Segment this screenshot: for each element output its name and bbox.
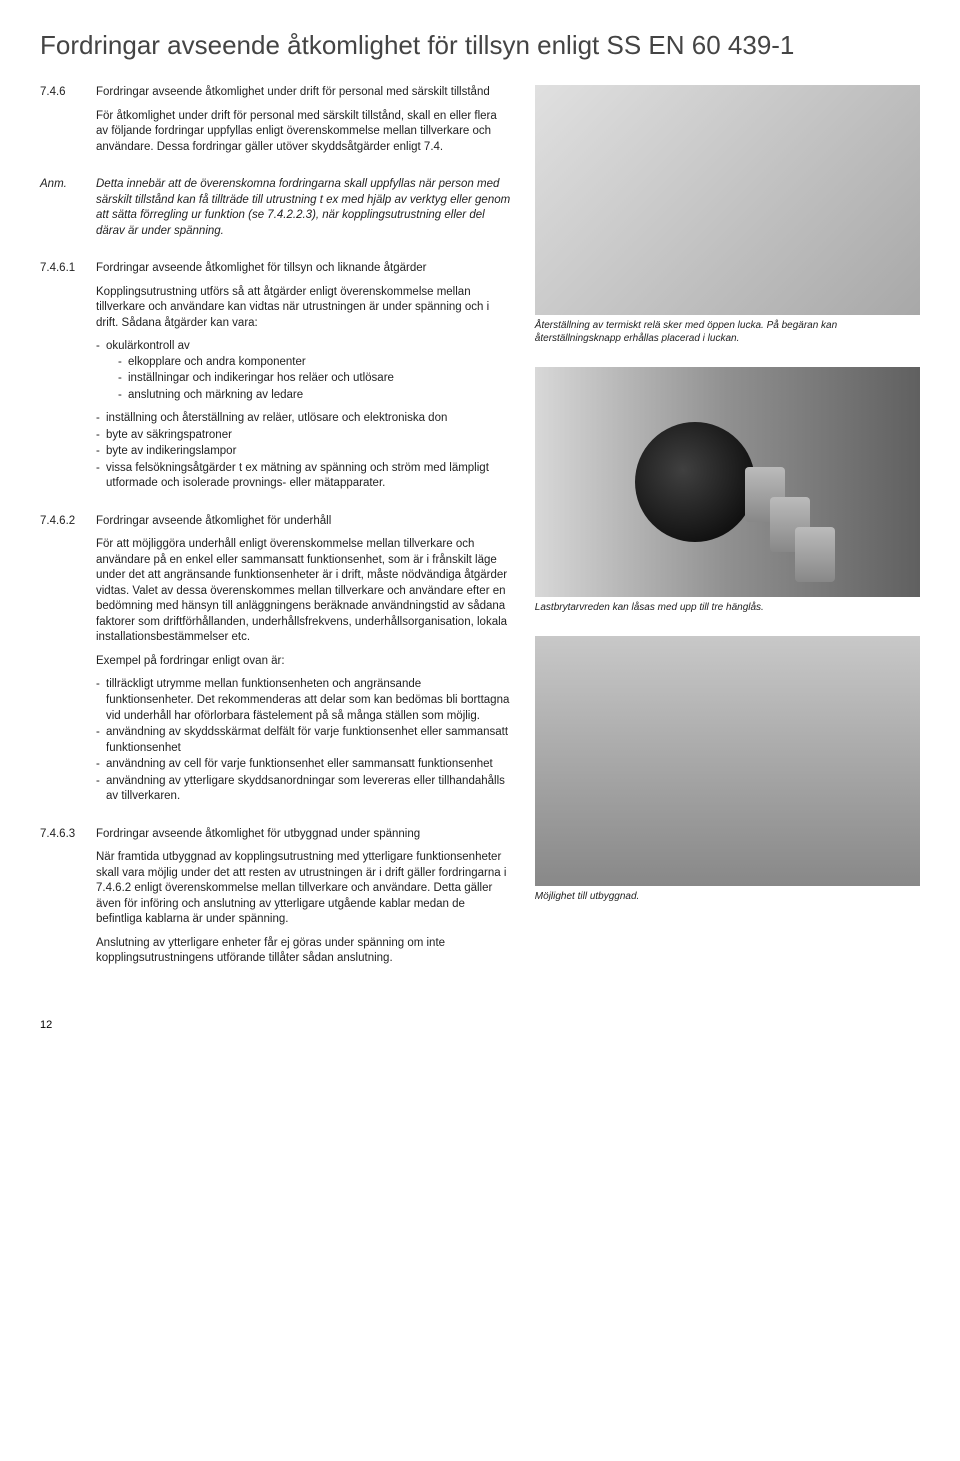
page-number: 12 — [40, 1019, 920, 1031]
list-item: byte av säkringspatroner — [96, 428, 511, 444]
figure-caption: Lastbrytarvreden kan låsas med upp till … — [535, 601, 920, 614]
sub-bullet-list: elkopplare och andra komponenter inställ… — [106, 355, 511, 404]
section-lead: Fordringar avseende åtkomlighet för till… — [96, 261, 511, 277]
section-lead: Fordringar avseende åtkomlighet under dr… — [96, 85, 511, 101]
section-paragraph: Anslutning av ytterligare enheter får ej… — [96, 936, 511, 967]
list-item: tillräckligt utrymme mellan funktionsenh… — [96, 677, 511, 724]
list-item: anslutning och märkning av ledare — [118, 388, 511, 404]
figure-2: Lastbrytarvreden kan låsas med upp till … — [535, 367, 920, 614]
list-item: byte av indikeringslampor — [96, 444, 511, 460]
list-item: vissa felsökningsåtgärder t ex mätning a… — [96, 461, 511, 492]
section-number: 7.4.6.3 — [40, 827, 96, 975]
list-item: inställning och återställning av reläer,… — [96, 411, 511, 427]
list-item: elkopplare och andra komponenter — [118, 355, 511, 371]
list-item: användning av cell för varje funktionsen… — [96, 757, 511, 773]
section-lead: Fordringar avseende åtkomlighet för unde… — [96, 514, 511, 530]
figure-image-padlock — [535, 367, 920, 597]
list-item: användning av skyddsskärmat delfält för … — [96, 725, 511, 756]
left-column: 7.4.6 Fordringar avseende åtkomlighet un… — [40, 85, 511, 989]
section-7-4-6: 7.4.6 Fordringar avseende åtkomlighet un… — [40, 85, 511, 163]
section-7-4-6-3: 7.4.6.3 Fordringar avseende åtkomlighet … — [40, 827, 511, 975]
figure-1: Återställning av termiskt relä sker med … — [535, 85, 920, 345]
section-number: 7.4.6.1 — [40, 261, 96, 500]
section-number: 7.4.6.2 — [40, 514, 96, 813]
figure-image-relay — [535, 85, 920, 315]
section-number: Anm. — [40, 177, 96, 247]
page-title: Fordringar avseende åtkomlighet för till… — [40, 30, 920, 61]
note-paragraph: Detta innebär att de överenskomna fordri… — [96, 177, 511, 239]
list-item: inställningar och indikeringar hos reläe… — [118, 371, 511, 387]
right-column: Återställning av termiskt relä sker med … — [535, 85, 920, 989]
list-item: användning av ytterligare skyddsanordnin… — [96, 774, 511, 805]
section-paragraph: Kopplingsutrustning utförs så att åtgärd… — [96, 285, 511, 332]
lock-knob-icon — [635, 422, 755, 542]
section-paragraph: Exempel på fordringar enligt ovan är: — [96, 654, 511, 670]
section-7-4-6-2: 7.4.6.2 Fordringar avseende åtkomlighet … — [40, 514, 511, 813]
figure-caption: Möjlighet till utbyggnad. — [535, 890, 920, 903]
bullet-list: tillräckligt utrymme mellan funktionsenh… — [96, 677, 511, 804]
list-text: okulärkontroll av — [106, 340, 190, 352]
figure-caption: Återställning av termiskt relä sker med … — [535, 319, 920, 345]
bullet-list: okulärkontroll av elkopplare och andra k… — [96, 339, 511, 492]
padlock-icon — [795, 527, 835, 582]
section-anm: Anm. Detta innebär att de överenskomna f… — [40, 177, 511, 247]
figure-image-cabinet — [535, 636, 920, 886]
list-item: okulärkontroll av elkopplare och andra k… — [96, 339, 511, 403]
section-number: 7.4.6 — [40, 85, 96, 163]
section-paragraph: När framtida utbyggnad av kopplingsutrus… — [96, 850, 511, 928]
section-lead: Fordringar avseende åtkomlighet för utby… — [96, 827, 511, 843]
content-columns: 7.4.6 Fordringar avseende åtkomlighet un… — [40, 85, 920, 989]
section-paragraph: För åtkomlighet under drift för personal… — [96, 109, 511, 156]
figure-3: Möjlighet till utbyggnad. — [535, 636, 920, 903]
section-paragraph: För att möjliggöra underhåll enligt över… — [96, 537, 511, 646]
section-7-4-6-1: 7.4.6.1 Fordringar avseende åtkomlighet … — [40, 261, 511, 500]
